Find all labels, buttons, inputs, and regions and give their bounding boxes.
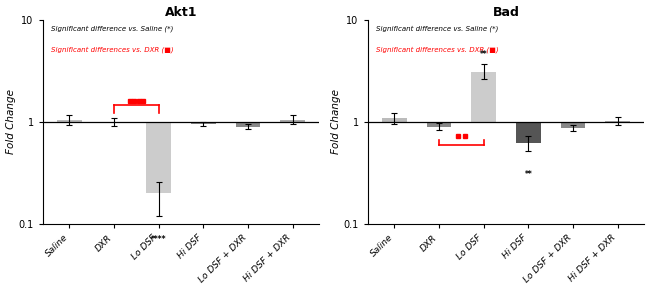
Text: Significant differences vs. DXR (■): Significant differences vs. DXR (■) xyxy=(51,46,174,53)
Y-axis label: Fold Change: Fold Change xyxy=(331,89,341,154)
Bar xyxy=(605,121,630,122)
Bar xyxy=(146,122,171,193)
Bar xyxy=(280,120,305,122)
Bar xyxy=(57,120,82,122)
Text: **: ** xyxy=(525,170,532,179)
Bar xyxy=(561,122,585,128)
Bar xyxy=(236,122,260,126)
Title: Akt1: Akt1 xyxy=(165,6,198,19)
Bar xyxy=(427,122,451,126)
Bar xyxy=(191,122,216,124)
Text: Significant differences vs. DXR (■): Significant differences vs. DXR (■) xyxy=(376,46,499,53)
Y-axis label: Fold Change: Fold Change xyxy=(6,89,16,154)
Bar xyxy=(471,72,496,122)
Bar xyxy=(516,122,541,143)
Title: Bad: Bad xyxy=(493,6,519,19)
Text: Significant difference vs. Saline (*): Significant difference vs. Saline (*) xyxy=(376,26,499,32)
Text: Significant difference vs. Saline (*): Significant difference vs. Saline (*) xyxy=(51,26,174,32)
Text: ****: **** xyxy=(151,235,166,244)
Text: **: ** xyxy=(480,50,488,59)
Bar xyxy=(382,119,407,122)
